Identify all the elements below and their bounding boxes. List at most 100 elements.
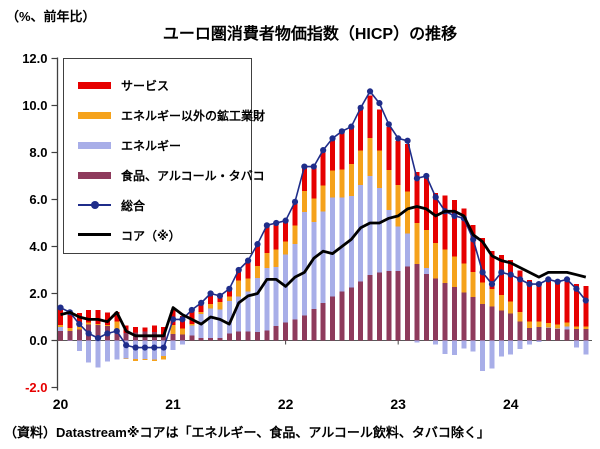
energy-bar-segment (376, 187, 382, 273)
stacked-bars (58, 95, 589, 372)
food-bar-segment (283, 322, 289, 341)
services-bar-segment (208, 292, 214, 305)
goods-bar-segment (536, 321, 542, 328)
food-bar-segment (536, 327, 542, 341)
food-bar-segment (461, 292, 467, 341)
core-line (60, 205, 587, 338)
energy-swatch-icon (78, 141, 111, 149)
food-bar-segment (254, 332, 260, 341)
headline-point (245, 257, 252, 264)
services-bar-segment (273, 223, 279, 250)
goods-bar-segment (489, 288, 495, 307)
food-bar-segment (583, 328, 589, 341)
energy-bar-segment (58, 326, 63, 332)
headline-point (413, 175, 421, 182)
energy-bar-segment (498, 340, 504, 357)
y-tick-label: 12.0 (22, 51, 47, 66)
headline-line-icon (78, 201, 111, 209)
energy-bar-segment (489, 340, 495, 369)
goods-bar-segment (283, 241, 289, 255)
services-bar-segment (264, 224, 270, 254)
headline-point (85, 330, 92, 337)
energy-bar-segment (395, 226, 401, 271)
goods-bar-segment (451, 256, 457, 288)
energy-bar-segment (517, 340, 523, 349)
goods-bar-segment (236, 280, 242, 297)
goods-bar-segment (104, 324, 110, 327)
headline-point (432, 194, 439, 201)
headline-point (94, 335, 102, 342)
services-bar-segment (95, 310, 101, 325)
goods-bar-segment (320, 185, 326, 212)
goods-bar-segment (405, 191, 411, 234)
legend-item-services: サービス (78, 70, 251, 100)
energy-bar-segment (508, 340, 514, 355)
headline-point (226, 285, 233, 292)
energy-bar-segment (189, 325, 195, 336)
goods-bar-segment (367, 137, 373, 177)
services-bar-segment (527, 280, 532, 322)
headline-point (179, 316, 186, 323)
headline-point (573, 285, 580, 292)
food-bar-segment (527, 328, 532, 341)
goods-bar-segment (508, 301, 514, 314)
headline-point (132, 344, 139, 351)
headline-point (563, 276, 571, 283)
services-bar-segment (142, 327, 148, 332)
services-bar-segment (583, 286, 589, 327)
services-bar-segment (358, 108, 364, 151)
food-bar-segment (226, 333, 232, 341)
food-bar-segment (311, 308, 317, 341)
headline-point (451, 212, 458, 220)
goods-bar-segment (86, 322, 92, 325)
y-tick-label: 2.0 (29, 286, 47, 301)
goods-bar-segment (114, 321, 120, 332)
food-bar-segment (555, 328, 561, 341)
goods-swatch-icon (78, 111, 111, 119)
energy-bar-segment (339, 197, 345, 292)
food-bar-segment (245, 331, 251, 341)
legend-item-headline: 総合 (78, 190, 251, 220)
energy-bar-segment (123, 340, 129, 359)
goods-bar-segment (330, 170, 336, 198)
services-bar-segment (254, 243, 260, 266)
energy-bar-segment (461, 340, 467, 349)
legend-label: 総合 (121, 198, 146, 213)
food-bar-segment (498, 310, 504, 341)
food-bar-segment (386, 271, 392, 341)
energy-bar-segment (480, 340, 486, 372)
energy-bar-segment (545, 327, 551, 329)
y-tick-label: 4.0 (29, 239, 47, 254)
services-bar-segment (395, 140, 401, 185)
goods-bar-segment (545, 323, 551, 328)
headline-point (310, 163, 317, 170)
food-bar-segment (170, 333, 176, 341)
goods-bar-segment (198, 311, 204, 315)
goods-bar-segment (339, 169, 345, 198)
services-bar-segment (433, 192, 439, 243)
y-tick-label: 6.0 (29, 192, 47, 207)
food-bar-segment (545, 328, 551, 341)
headline-point (376, 100, 383, 107)
food-bar-segment (395, 270, 401, 341)
energy-bar-segment (423, 268, 429, 274)
food-bar-segment (273, 326, 279, 341)
goods-bar-segment (573, 326, 579, 329)
goods-bar-segment (254, 265, 260, 278)
food-bar-segment (264, 330, 270, 341)
food-bar-segment (179, 334, 185, 341)
headline-point (291, 198, 299, 205)
energy-bar-segment (573, 340, 579, 348)
headline-point (395, 135, 402, 142)
headline-point (385, 121, 392, 128)
food-bar-segment (292, 319, 298, 341)
headline-point (479, 269, 486, 276)
services-bar-segment (517, 270, 523, 313)
energy-bar-segment (95, 340, 101, 368)
goods-bar-segment (226, 296, 232, 301)
services-bar-segment (114, 312, 120, 322)
goods-bar-segment (95, 324, 101, 326)
headline-point (366, 88, 374, 95)
services-swatch-icon (78, 81, 111, 89)
